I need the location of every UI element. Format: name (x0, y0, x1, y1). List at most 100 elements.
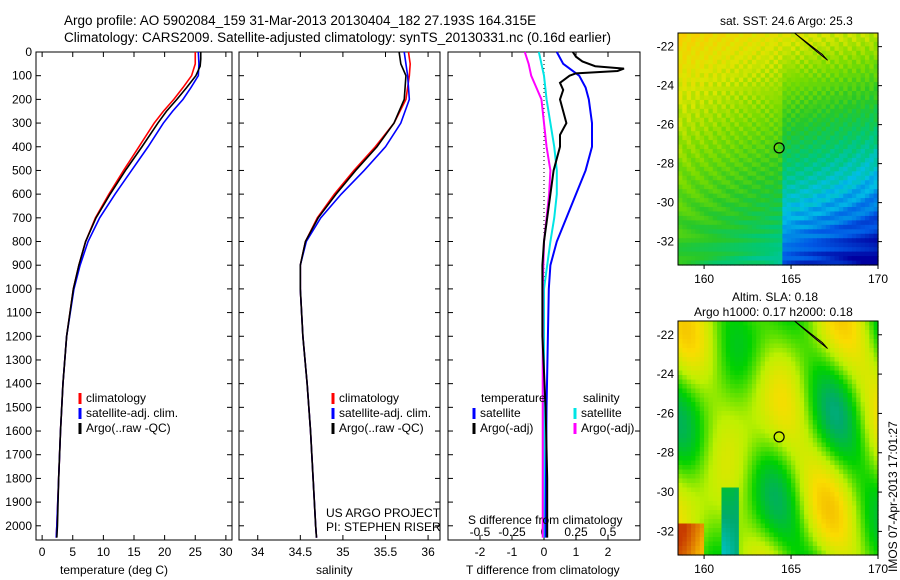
map-cell (743, 59, 749, 65)
map-cell (721, 330, 727, 336)
map-cell (834, 91, 840, 97)
map-cell (786, 113, 792, 119)
map-cell (817, 456, 823, 462)
series-argo-raw-qc- (299, 51, 407, 538)
map-cell (786, 532, 792, 538)
map-cell (769, 496, 775, 502)
map-cell (773, 496, 779, 502)
map-cell (682, 126, 688, 132)
map-cell (830, 375, 836, 381)
map-cell (869, 492, 875, 498)
map-cell (791, 519, 796, 525)
map-cell (795, 108, 801, 114)
map-cell (743, 456, 749, 462)
map-cell (843, 86, 849, 92)
map-cell (843, 207, 849, 213)
map-cell (717, 149, 723, 155)
map-cell (686, 126, 692, 132)
map-cell (786, 456, 792, 462)
map-cell (847, 41, 853, 47)
map-cell (747, 180, 753, 186)
map-cell (860, 242, 866, 248)
map-cell (869, 424, 875, 430)
map-cell (764, 73, 770, 79)
map-cell (725, 64, 731, 70)
map-cell (795, 46, 801, 52)
map-cell (756, 343, 762, 349)
map-cell (808, 397, 814, 403)
map-cell (725, 113, 731, 119)
map-cell (725, 91, 731, 97)
map-cell (682, 334, 688, 340)
map-cell (721, 175, 727, 181)
map-cell (860, 135, 866, 141)
map-cell (760, 229, 766, 235)
map-cell (712, 375, 718, 381)
map-cell (830, 442, 836, 448)
map-cell (825, 50, 831, 56)
map-cell (830, 451, 836, 457)
map-cell (743, 37, 749, 43)
map-cell (682, 189, 688, 195)
map-cell (756, 104, 762, 110)
map-cell (847, 117, 853, 123)
map-cell (830, 523, 836, 529)
map-cell (699, 370, 705, 376)
map-cell (873, 325, 879, 331)
map-cell (791, 149, 796, 155)
map-cell (751, 171, 757, 177)
map-cell (830, 424, 836, 430)
map-cell (704, 339, 710, 345)
map-cell (873, 153, 879, 159)
map-cell (860, 460, 866, 466)
map-cell (699, 465, 705, 471)
map-cell (873, 492, 879, 498)
map-cell (721, 220, 727, 226)
map-cell (821, 224, 827, 230)
map-cell (817, 126, 823, 132)
map-cell (821, 166, 827, 172)
map-cell (751, 546, 757, 552)
map-cell (838, 95, 844, 101)
map-cell (804, 251, 810, 257)
map-cell (795, 370, 801, 376)
map-cell (686, 86, 692, 92)
map-cell (747, 384, 753, 390)
map-cell (804, 233, 810, 239)
map-cell (838, 523, 844, 529)
map-cell (764, 424, 770, 430)
map-cell (708, 113, 714, 119)
map-cell (834, 77, 840, 83)
map-cell (708, 55, 714, 61)
map-cell (686, 325, 692, 331)
map-cell (791, 433, 796, 439)
map-cell (817, 238, 823, 244)
map-cell (704, 519, 710, 525)
map-cell (725, 180, 731, 186)
map-cell (725, 211, 731, 217)
map-cell (843, 546, 849, 552)
map-cell (786, 546, 792, 552)
map-cell (691, 140, 696, 146)
map-cell (730, 242, 736, 248)
map-cell (756, 451, 762, 457)
map-cell (873, 68, 879, 74)
map-cell (821, 117, 827, 123)
map-cell (773, 325, 779, 331)
map-cell (743, 113, 749, 119)
map-cell (704, 189, 710, 195)
map-cell (699, 366, 705, 372)
map-cell (773, 198, 779, 204)
map-cell (847, 384, 853, 390)
map-cell (756, 144, 762, 150)
map-cell (743, 198, 749, 204)
map-cell (686, 64, 692, 70)
map-cell (791, 131, 796, 137)
map-cell (821, 64, 827, 70)
map-cell (851, 211, 857, 217)
map-cell (856, 505, 862, 511)
map-cell (864, 153, 870, 159)
map-cell (743, 162, 749, 168)
map-cell (769, 224, 775, 230)
